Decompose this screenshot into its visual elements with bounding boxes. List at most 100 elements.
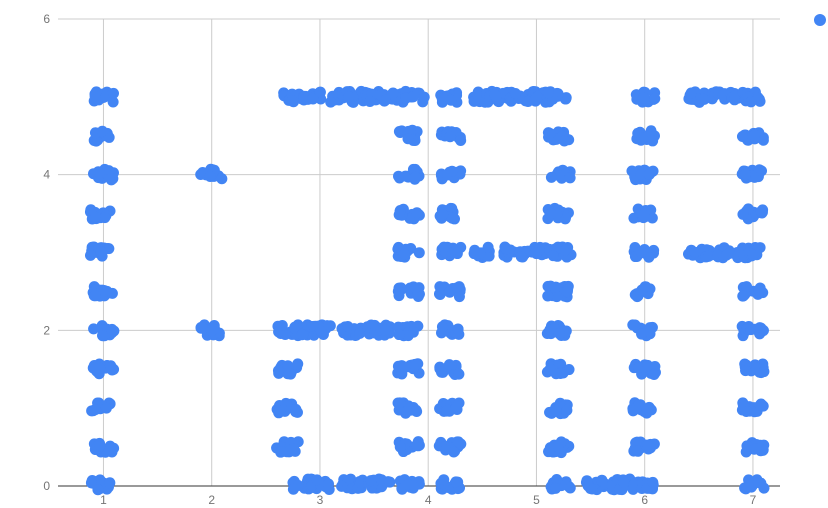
- data-point[interactable]: [627, 319, 639, 331]
- data-point[interactable]: [455, 135, 467, 147]
- data-point[interactable]: [555, 436, 567, 448]
- data-point[interactable]: [453, 291, 465, 303]
- data-point[interactable]: [380, 94, 392, 106]
- data-point[interactable]: [440, 444, 452, 456]
- data-point[interactable]: [100, 402, 112, 414]
- data-point[interactable]: [96, 125, 108, 137]
- data-point[interactable]: [737, 208, 749, 220]
- data-point[interactable]: [648, 368, 660, 380]
- data-point[interactable]: [393, 209, 405, 221]
- data-point[interactable]: [387, 87, 399, 99]
- data-point[interactable]: [94, 439, 106, 451]
- data-point[interactable]: [307, 93, 319, 105]
- data-point[interactable]: [274, 405, 286, 417]
- data-point[interactable]: [547, 250, 559, 262]
- data-point[interactable]: [448, 446, 460, 458]
- data-point[interactable]: [393, 170, 405, 182]
- data-point[interactable]: [545, 171, 557, 183]
- data-point[interactable]: [741, 440, 753, 452]
- data-point[interactable]: [343, 91, 355, 103]
- data-point[interactable]: [89, 290, 101, 302]
- data-point[interactable]: [757, 325, 769, 337]
- data-point[interactable]: [544, 127, 556, 139]
- data-point[interactable]: [342, 321, 354, 333]
- data-point[interactable]: [411, 207, 423, 219]
- data-point[interactable]: [106, 287, 118, 299]
- data-point[interactable]: [216, 173, 228, 185]
- legend-marker[interactable]: [814, 14, 826, 26]
- data-point[interactable]: [287, 483, 299, 495]
- data-point[interactable]: [369, 319, 381, 331]
- data-point[interactable]: [647, 476, 659, 488]
- data-point[interactable]: [272, 365, 284, 377]
- data-point[interactable]: [292, 358, 304, 370]
- data-point[interactable]: [553, 328, 565, 340]
- data-point[interactable]: [542, 87, 554, 99]
- data-point[interactable]: [754, 399, 766, 411]
- data-point[interactable]: [325, 96, 337, 108]
- data-point[interactable]: [550, 281, 562, 293]
- data-point[interactable]: [745, 324, 757, 336]
- data-point[interactable]: [436, 366, 448, 378]
- data-point[interactable]: [407, 326, 419, 338]
- data-point[interactable]: [753, 285, 765, 297]
- data-point[interactable]: [354, 327, 366, 339]
- data-point[interactable]: [394, 397, 406, 409]
- data-point[interactable]: [545, 208, 557, 220]
- data-point[interactable]: [276, 319, 288, 331]
- data-point[interactable]: [392, 285, 404, 297]
- data-point[interactable]: [639, 281, 651, 293]
- data-point[interactable]: [561, 286, 573, 298]
- data-point[interactable]: [106, 327, 118, 339]
- data-point[interactable]: [88, 323, 100, 335]
- data-point[interactable]: [698, 93, 710, 105]
- data-point[interactable]: [530, 248, 542, 260]
- data-point[interactable]: [560, 93, 572, 105]
- data-point[interactable]: [204, 171, 216, 183]
- data-point[interactable]: [438, 474, 450, 486]
- data-point[interactable]: [544, 363, 556, 375]
- data-point[interactable]: [355, 477, 367, 489]
- data-point[interactable]: [438, 241, 450, 253]
- data-point[interactable]: [649, 93, 661, 105]
- data-point[interactable]: [437, 209, 449, 221]
- data-point[interactable]: [635, 168, 647, 180]
- data-point[interactable]: [418, 91, 430, 103]
- data-point[interactable]: [747, 249, 759, 261]
- data-point[interactable]: [643, 168, 655, 180]
- data-point[interactable]: [739, 168, 751, 180]
- data-point[interactable]: [95, 246, 107, 258]
- data-point[interactable]: [409, 171, 421, 183]
- data-point[interactable]: [408, 361, 420, 373]
- data-point[interactable]: [452, 323, 464, 335]
- data-point[interactable]: [411, 439, 423, 451]
- data-point[interactable]: [106, 364, 118, 376]
- data-point[interactable]: [627, 405, 639, 417]
- data-point[interactable]: [276, 446, 288, 458]
- data-point[interactable]: [636, 247, 648, 259]
- data-point[interactable]: [750, 442, 762, 454]
- data-point[interactable]: [107, 96, 119, 108]
- data-point[interactable]: [544, 442, 556, 454]
- data-point[interactable]: [323, 478, 335, 490]
- data-point[interactable]: [296, 329, 308, 341]
- data-point[interactable]: [444, 131, 456, 143]
- data-point[interactable]: [636, 328, 648, 340]
- data-point[interactable]: [394, 441, 406, 453]
- data-point[interactable]: [740, 365, 752, 377]
- data-point[interactable]: [749, 129, 761, 141]
- data-point[interactable]: [446, 165, 458, 177]
- data-point[interactable]: [311, 474, 323, 486]
- data-point[interactable]: [196, 322, 208, 334]
- data-point[interactable]: [89, 211, 101, 223]
- data-point[interactable]: [413, 247, 425, 259]
- data-point[interactable]: [441, 405, 453, 417]
- data-point[interactable]: [206, 325, 218, 337]
- data-point[interactable]: [88, 360, 100, 372]
- data-point[interactable]: [108, 442, 120, 454]
- data-point[interactable]: [638, 209, 650, 221]
- data-point[interactable]: [596, 474, 608, 486]
- data-point[interactable]: [702, 250, 714, 262]
- data-point[interactable]: [84, 249, 96, 261]
- data-point[interactable]: [451, 282, 463, 294]
